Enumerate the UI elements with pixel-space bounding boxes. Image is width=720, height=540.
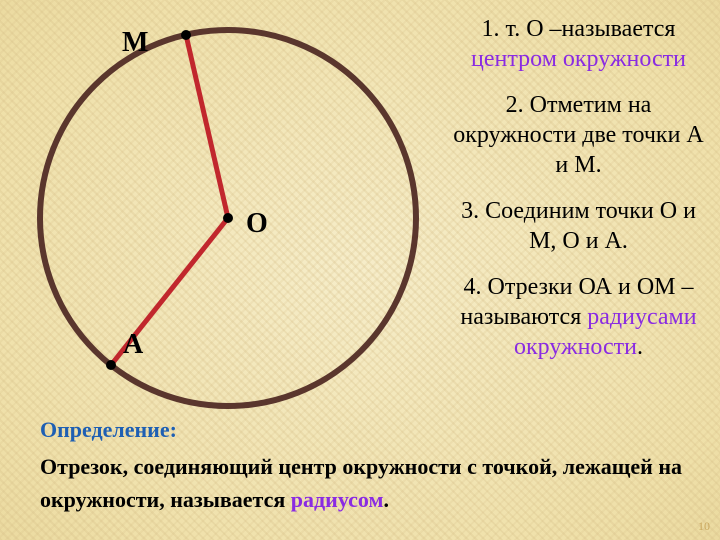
step-4: 4. Отрезки ОА и ОМ – называются радиусам… (451, 272, 706, 362)
definition-body-b: радиусом (291, 487, 384, 512)
step-2: 2. Отметим на окружности две точки А и М… (451, 90, 706, 180)
point-A (106, 360, 116, 370)
label-A: A (123, 329, 143, 361)
step-1: 1. т. О –называется центром окружности (451, 14, 706, 74)
definition-block: Определение: Отрезок, соединяющий центр … (40, 413, 690, 520)
circle-figure: M O A (0, 0, 440, 440)
side-text-block: 1. т. О –называется центром окружности 2… (451, 14, 706, 378)
label-O: O (246, 208, 268, 240)
definition-heading: Определение: (40, 417, 177, 442)
point-M (181, 30, 191, 40)
definition-body-c: . (384, 487, 390, 512)
radius-OM (186, 35, 228, 218)
step-1-a: 1. т. О –называется (482, 16, 676, 42)
point-O (223, 213, 233, 223)
page-number: 10 (698, 519, 710, 534)
label-M: M (122, 27, 148, 59)
step-1-b: центром окружности (471, 46, 686, 72)
step-3: 3. Соединим точки О и М, О и А. (451, 196, 706, 256)
step-4-c: . (637, 334, 643, 360)
figure-svg (0, 0, 440, 440)
definition-body: Отрезок, соединяющий центр окружности с … (40, 450, 690, 516)
